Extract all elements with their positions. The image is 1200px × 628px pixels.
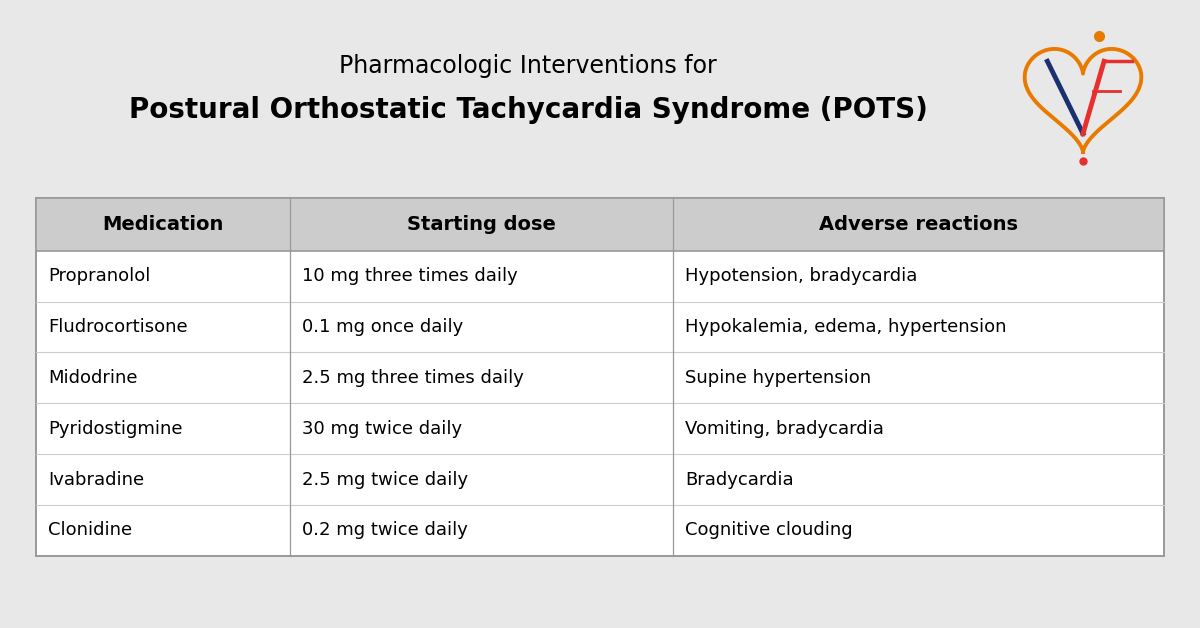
Text: Pharmacologic Interventions for: Pharmacologic Interventions for xyxy=(340,54,716,78)
Text: Postural Orthostatic Tachycardia Syndrome (POTS): Postural Orthostatic Tachycardia Syndrom… xyxy=(128,96,928,124)
FancyBboxPatch shape xyxy=(36,198,1164,556)
Text: 0.2 mg twice daily: 0.2 mg twice daily xyxy=(302,521,468,539)
FancyBboxPatch shape xyxy=(36,198,1164,251)
Text: 30 mg twice daily: 30 mg twice daily xyxy=(302,420,462,438)
Text: Supine hypertension: Supine hypertension xyxy=(685,369,871,387)
Text: Clonidine: Clonidine xyxy=(48,521,132,539)
Text: 2.5 mg twice daily: 2.5 mg twice daily xyxy=(302,470,468,489)
Text: Propranolol: Propranolol xyxy=(48,267,150,285)
Text: Pyridostigmine: Pyridostigmine xyxy=(48,420,182,438)
Text: Medication: Medication xyxy=(102,215,223,234)
Text: 10 mg three times daily: 10 mg three times daily xyxy=(302,267,517,285)
Text: 0.1 mg once daily: 0.1 mg once daily xyxy=(302,318,463,336)
Text: Fludrocortisone: Fludrocortisone xyxy=(48,318,187,336)
Text: Adverse reactions: Adverse reactions xyxy=(820,215,1018,234)
Text: 2.5 mg three times daily: 2.5 mg three times daily xyxy=(302,369,523,387)
Text: Midodrine: Midodrine xyxy=(48,369,138,387)
Text: Vomiting, bradycardia: Vomiting, bradycardia xyxy=(685,420,884,438)
Text: Starting dose: Starting dose xyxy=(407,215,556,234)
Text: Cognitive clouding: Cognitive clouding xyxy=(685,521,853,539)
Text: Bradycardia: Bradycardia xyxy=(685,470,794,489)
Text: Hypotension, bradycardia: Hypotension, bradycardia xyxy=(685,267,918,285)
Text: Ivabradine: Ivabradine xyxy=(48,470,144,489)
Text: Hypokalemia, edema, hypertension: Hypokalemia, edema, hypertension xyxy=(685,318,1007,336)
